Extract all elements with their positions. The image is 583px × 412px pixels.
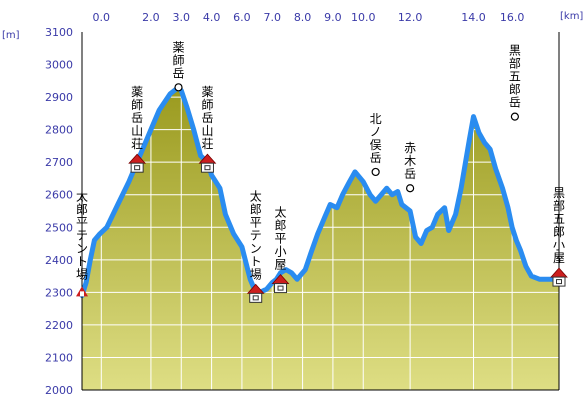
hut-window xyxy=(204,165,211,171)
peak-marker-icon xyxy=(371,167,380,177)
hut-window xyxy=(134,165,141,171)
peak-marker-icon xyxy=(510,112,519,121)
x-tick-label: 12.0 xyxy=(398,11,423,24)
hut-icon xyxy=(130,162,144,173)
y-axis-unit: [m] xyxy=(2,30,20,41)
y-tick-label: 3000 xyxy=(45,59,73,72)
marker-taro-tent xyxy=(76,286,88,297)
peak-marker-icon xyxy=(406,184,415,193)
point-label-taro-tent: 太郎平テント場 xyxy=(76,188,88,281)
marker-yakushidake xyxy=(174,83,183,92)
x-tick-label: 0.0 xyxy=(93,11,111,24)
x-axis-unit: [km] xyxy=(560,11,583,22)
markers-layer xyxy=(76,83,568,303)
y-tick-label: 2800 xyxy=(45,124,73,137)
y-tick-label: 2000 xyxy=(45,384,73,397)
marker-taro-goya xyxy=(271,273,290,294)
point-label-yakushi-sanso-west: 薬師岳山荘 xyxy=(131,85,143,151)
marker-yakushi-sanso-west xyxy=(128,153,147,173)
x-tick-label: 9.0 xyxy=(324,11,342,24)
point-label-taro-goya: 太郎平小屋 xyxy=(275,205,287,272)
x-tick-label: 3.0 xyxy=(173,11,191,24)
y-tick-label: 2600 xyxy=(45,189,73,202)
point-label-yakushi-sanso-east: 薬師岳山荘 xyxy=(201,85,213,151)
hut-icon xyxy=(274,283,288,294)
y-tick-label: 2400 xyxy=(45,254,73,267)
x-tick-label: 6.0 xyxy=(233,11,251,24)
marker-kurobegoro xyxy=(510,112,519,121)
point-label-kurobegoro-goya: 黒部五郎小屋 xyxy=(553,186,565,265)
point-label-yakushidake: 薬師岳 xyxy=(172,40,184,80)
y-tick-label: 2300 xyxy=(45,286,73,299)
marker-kitanomata xyxy=(371,167,380,177)
marker-yakushi-sanso-east xyxy=(198,153,217,173)
x-tick-label: 7.0 xyxy=(263,11,281,24)
point-label-akagi: 赤木岳 xyxy=(404,141,416,181)
point-label-kurobegoro: 黒部五郎岳 xyxy=(509,44,521,110)
marker-akagi xyxy=(406,184,415,193)
point-label-taro-tent-2: 太郎平テント場 xyxy=(250,188,262,281)
x-tick-label: 16.0 xyxy=(500,11,525,24)
y-tick-label: 2900 xyxy=(45,91,73,104)
y-tick-label: 2200 xyxy=(45,319,73,332)
marker-taro-tent-2 xyxy=(246,283,265,303)
x-tick-label: 10.0 xyxy=(351,11,376,24)
hut-window xyxy=(252,295,259,301)
hut-window xyxy=(277,285,284,291)
x-tick-label: 8.0 xyxy=(294,11,312,24)
hut-icon xyxy=(552,276,566,287)
y-tick-label: 2700 xyxy=(45,156,73,169)
hut-window xyxy=(556,279,562,285)
peak-marker-icon xyxy=(174,83,183,92)
x-tick-label: 2.0 xyxy=(142,11,160,24)
y-tick-label: 2500 xyxy=(45,221,73,234)
y-tick-label: 2100 xyxy=(45,351,73,364)
tent-door xyxy=(80,291,84,297)
axes-layer: 2000 2100 2200 2300 2400 2500 2600 2700 2800 2900… xyxy=(45,11,560,397)
y-tick-label: 3100 xyxy=(45,26,73,39)
x-tick-label: 14.0 xyxy=(461,11,486,24)
point-labels-layer: 太郎平テント場薬師岳山荘薬師岳薬師岳山荘太郎平テント場太郎平小屋北ノ俣岳赤木岳黒… xyxy=(76,40,565,281)
x-tick-label: 4.0 xyxy=(203,11,221,24)
hut-icon xyxy=(249,292,263,303)
point-label-kitanomata: 北ノ俣岳 xyxy=(370,112,382,165)
marker-kurobegoro-goya xyxy=(550,267,568,287)
hut-icon xyxy=(200,162,214,173)
